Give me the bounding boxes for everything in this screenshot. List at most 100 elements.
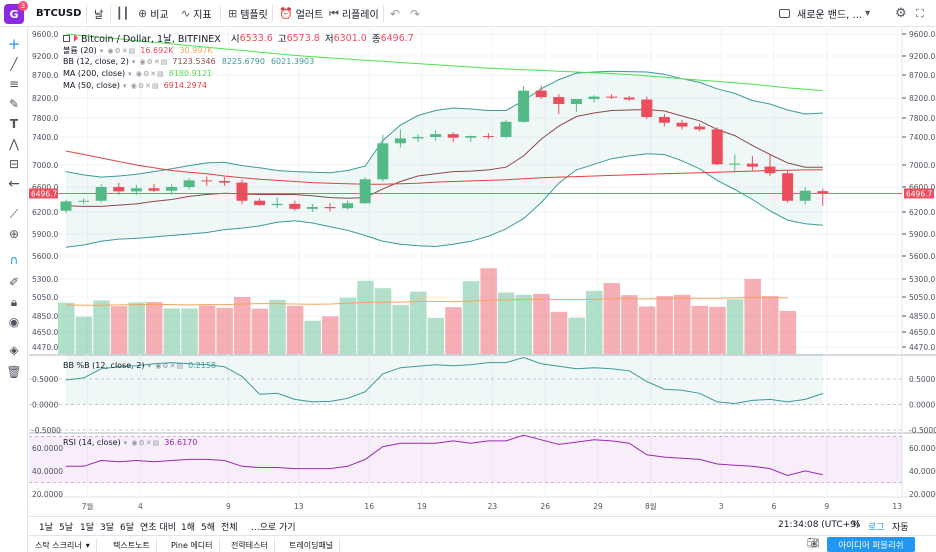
time-tick-label: 19 <box>417 502 427 511</box>
tab-text-notes[interactable]: 텍스트노트 <box>107 538 157 552</box>
layers-icon[interactable]: ◈ <box>9 343 19 357</box>
legend-controls-icon[interactable]: ▾ ◉⚙✕▤ <box>131 57 169 66</box>
volume-bar <box>427 317 445 354</box>
magnet-icon[interactable]: ∩ <box>9 253 19 267</box>
open-label: 시 <box>230 34 240 45</box>
candle-body <box>166 187 178 191</box>
back-arrow-icon[interactable]: ← <box>8 176 20 192</box>
candle-body <box>500 121 512 137</box>
pattern-icon[interactable]: ⋀ <box>9 137 19 151</box>
rsi-tick-label: 20.0000 <box>909 490 936 499</box>
camera-icon[interactable]: 📷︎ <box>807 538 820 549</box>
volume-bar <box>93 300 110 354</box>
zoom-in-icon[interactable]: ⊕ <box>8 227 20 241</box>
high-label: 고 <box>277 34 287 45</box>
left-bbp-tick-label: 0.5000 <box>32 375 58 384</box>
legend-controls-icon[interactable]: ▾ ◉⚙✕▤ <box>128 69 165 78</box>
volume-bar <box>638 306 656 354</box>
range-5y[interactable]: 5해 <box>201 523 216 533</box>
auto-toggle[interactable]: 자동 <box>892 523 909 533</box>
legend-controls-icon[interactable]: ▾ ◉⚙✕▤ <box>123 438 161 447</box>
tab-strategy-tester[interactable]: 전략테스터 <box>225 538 275 552</box>
candle-body <box>183 180 195 187</box>
layout-icon[interactable] <box>779 4 790 23</box>
candle-body <box>201 180 213 182</box>
layout-name-dropdown[interactable]: 새로운 밴드, ... ▾ <box>797 4 883 23</box>
price-tick-label: 4850.0 <box>909 312 935 321</box>
redo-icon[interactable]: ↷ <box>410 6 421 21</box>
time-tick-label: 23 <box>488 502 498 511</box>
drawing-toolbar: + ╱ ≡ ✎ T ⋀ ⊟ ← ⟋ ⊕ ∩ ✐ 🔒︎ ◉ ◈ 🗑︎ <box>0 28 28 552</box>
ma200-legend: MA (200, close) ▾ ◉⚙✕▤ 8180.9121 <box>63 69 218 78</box>
legend-controls-icon[interactable]: ▾ ◉⚙✕▤ <box>123 81 160 90</box>
trash-icon[interactable]: 🗑︎ <box>6 365 22 379</box>
range-3m[interactable]: 3달 <box>100 523 115 533</box>
trend-line-icon[interactable]: ╱ <box>10 57 18 71</box>
range-ytd[interactable]: 연초 대비 <box>140 523 176 533</box>
range-all[interactable]: 전체 <box>221 523 238 533</box>
goto-date-button[interactable]: ...으로 가기 <box>251 523 296 533</box>
range-6m[interactable]: 6달 <box>120 523 135 533</box>
chart-style-button[interactable]: ┃┃ <box>116 4 132 23</box>
ma200-line <box>65 33 823 92</box>
candle-body <box>359 179 371 204</box>
toolbar-divider <box>86 5 87 22</box>
range-1y[interactable]: 1해 <box>181 523 196 533</box>
interval-button[interactable]: 날 <box>94 10 104 21</box>
replay-button[interactable]: ⏮ 리플레이 <box>329 4 379 23</box>
settings-gear-icon[interactable]: ⚙ <box>895 6 907 21</box>
range-5d[interactable]: 5날 <box>59 523 74 533</box>
text-tool-icon[interactable]: T <box>9 117 19 131</box>
clock[interactable]: 21:34:08 (UTC+9) <box>778 520 860 530</box>
ma50-legend: MA (50, close) ▾ ◉⚙✕▤ 6914.2974 <box>63 81 213 90</box>
eye-icon[interactable]: ◉ <box>8 315 20 329</box>
volume-bar <box>75 316 93 354</box>
range-1m[interactable]: 1달 <box>80 523 95 533</box>
stay-drawing-icon[interactable]: ✐ <box>8 275 20 289</box>
percent-toggle[interactable]: % <box>852 520 861 530</box>
range-1d[interactable]: 1날 <box>39 523 54 533</box>
tab-stock-screener[interactable]: 스탁 스크리너 ▾ <box>29 538 97 552</box>
indicators-button[interactable]: ∿ 지표 <box>181 4 212 23</box>
tab-trading-panel[interactable]: 트레이딩패널 <box>283 538 341 552</box>
brush-icon[interactable]: ✎ <box>8 97 20 111</box>
candle-body <box>130 188 142 192</box>
chart-canvas[interactable]: 0.50000.50000.00000.0000-0.5000-0.500060… <box>29 28 936 516</box>
volume-bar <box>392 304 409 354</box>
crosshair-icon[interactable]: + <box>7 35 21 53</box>
prediction-icon[interactable]: ⊟ <box>8 157 20 171</box>
templates-icon: ⊞ <box>228 7 238 20</box>
bb-upper-value: 8225.6790 <box>221 57 265 66</box>
symbol-search[interactable]: BTCUSD <box>36 8 82 19</box>
time-tick-label: 29 <box>593 502 603 511</box>
volume-bar <box>674 294 691 354</box>
rsi-tick-label: 60.0000 <box>909 444 936 453</box>
alert-button[interactable]: ⏰ 얼러트 <box>279 4 323 23</box>
log-toggle[interactable]: 로그 <box>868 523 885 533</box>
tab-pine-editor[interactable]: Pine 에디터 <box>165 538 220 552</box>
collapse-legend-icon[interactable] <box>63 34 70 42</box>
compare-button[interactable]: ⊕ 비교 <box>138 4 169 23</box>
volume-bar <box>744 278 761 354</box>
left-price-tick-label: 5050.0 <box>32 293 58 302</box>
ruler-icon[interactable]: ⟋ <box>9 206 19 221</box>
volume-bar <box>779 310 797 354</box>
compare-icon: ⊕ <box>138 7 148 20</box>
legend-controls-icon[interactable]: ▾ ◉⚙✕▤ <box>99 46 137 55</box>
candle-body <box>694 126 706 130</box>
volume-bar <box>726 299 744 354</box>
fullscreen-icon[interactable]: ⛶ <box>916 6 924 20</box>
low-label: 저 <box>324 34 334 45</box>
legend-controls-icon[interactable]: ▾ ◉⚙✕▤ <box>147 361 185 370</box>
templates-button[interactable]: ⊞ 템플릿 <box>228 4 268 23</box>
volume-bar <box>234 297 251 354</box>
candle-body <box>465 136 477 138</box>
fib-retracement-icon[interactable]: ≡ <box>8 77 20 91</box>
undo-icon[interactable]: ↶ <box>390 6 401 21</box>
candle-body <box>394 138 406 144</box>
volume-bar <box>603 283 621 354</box>
candle-body <box>623 97 635 100</box>
publish-idea-button[interactable]: 아이디어 퍼블리쉬 <box>827 537 915 552</box>
chevron-down-icon: ▾ <box>85 540 90 550</box>
lock-icon[interactable]: 🔒︎ <box>10 294 18 309</box>
